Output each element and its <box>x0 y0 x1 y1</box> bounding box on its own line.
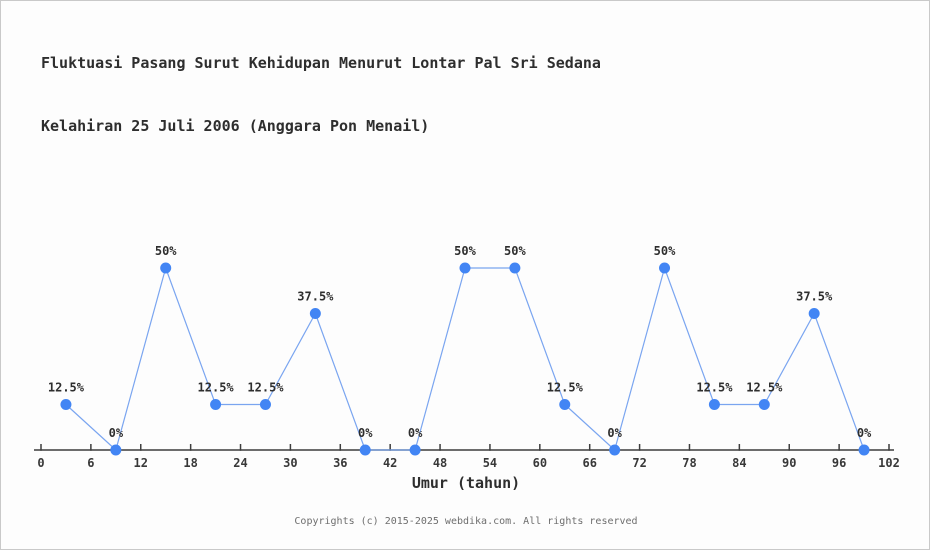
data-point <box>609 444 621 456</box>
data-point-label: 50% <box>155 244 177 258</box>
data-point <box>758 399 770 410</box>
data-point-label: 0% <box>857 426 872 440</box>
x-axis-tick-label: 12 <box>134 456 148 470</box>
data-point-label: 12.5% <box>746 381 783 395</box>
x-axis-tick-label: 18 <box>183 456 197 470</box>
x-axis-tick-label: 36 <box>333 456 347 470</box>
data-point-label: 37.5% <box>297 290 334 304</box>
x-axis-tick-label: 66 <box>582 456 596 470</box>
data-point <box>509 262 521 274</box>
copyright-text: Copyrights (c) 2015-2025 webdika.com. Al… <box>294 516 638 527</box>
x-axis-tick-label: 102 <box>878 456 900 470</box>
data-point-label: 0% <box>109 426 124 440</box>
x-axis-tick-label: 6 <box>87 456 94 470</box>
x-axis-title: Umur (tahun) <box>411 474 521 492</box>
data-point <box>459 262 471 274</box>
x-axis-tick-label: 72 <box>632 456 646 470</box>
x-axis-tick-label: 42 <box>383 456 397 470</box>
chart-title-line2: Kelahiran 25 Juli 2006 (Anggara Pon Mena… <box>41 117 430 135</box>
data-line <box>65 266 865 452</box>
data-point-label: 50% <box>654 244 676 258</box>
x-axis-tick-label: 54 <box>483 456 497 470</box>
x-axis-tick-label: 30 <box>283 456 297 470</box>
data-point-label: 37.5% <box>796 290 833 304</box>
chart-title-line1: Fluktuasi Pasang Surut Kehidupan Menurut… <box>41 54 601 72</box>
data-point-label: 0% <box>408 426 423 440</box>
chart-title: Fluktuasi Pasang Surut Kehidupan Menurut… <box>41 11 601 179</box>
data-point <box>309 308 321 319</box>
data-point <box>808 308 820 319</box>
data-point <box>659 262 671 274</box>
x-axis-tick-label: 90 <box>782 456 796 470</box>
data-point-label: 12.5% <box>247 381 284 395</box>
data-point <box>259 399 271 410</box>
data-point <box>708 399 720 410</box>
x-axis-tick-label: 24 <box>233 456 247 470</box>
data-point-label: 0% <box>607 426 622 440</box>
data-point <box>60 399 72 410</box>
data-point <box>359 444 371 456</box>
data-point-label: 50% <box>504 244 526 258</box>
data-point <box>409 444 421 456</box>
x-axis-tick-label: 60 <box>533 456 547 470</box>
x-axis-tick-label: 78 <box>682 456 696 470</box>
data-point-label: 0% <box>358 426 373 440</box>
x-axis-tick-label: 84 <box>732 456 746 470</box>
data-point-label: 50% <box>454 244 476 258</box>
data-point <box>160 262 172 274</box>
data-point-label: 12.5% <box>547 381 584 395</box>
data-point-label: 12.5% <box>696 381 733 395</box>
data-point <box>858 444 870 456</box>
x-axis-tick-label: 96 <box>832 456 846 470</box>
data-point-label: 12.5% <box>198 381 235 395</box>
x-axis-tick-label: 0 <box>37 456 44 470</box>
data-point-label: 12.5% <box>48 381 85 395</box>
data-point <box>210 399 222 410</box>
data-point <box>559 399 571 410</box>
x-axis-tick-label: 48 <box>433 456 447 470</box>
data-point <box>110 444 122 456</box>
